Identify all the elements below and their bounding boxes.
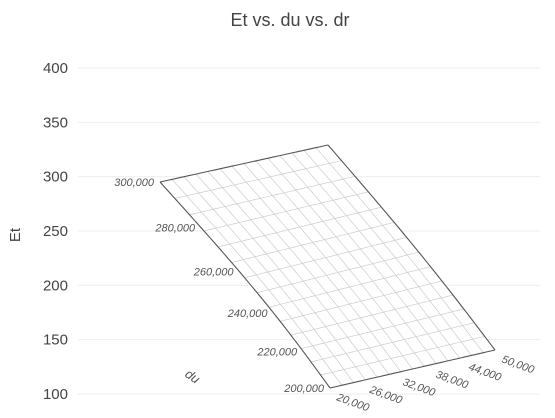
surface-edge-left xyxy=(159,181,331,389)
surface-mesh-du xyxy=(231,222,395,263)
dr-tick-label: 38,000 xyxy=(434,369,471,392)
dr-tick-label: 32,000 xyxy=(401,376,438,399)
surface-mesh-dr xyxy=(291,152,460,359)
surface-edge-front xyxy=(329,349,496,389)
dr-tick-label: 44,000 xyxy=(467,361,504,384)
du-tick-label: 200,000 xyxy=(283,383,325,395)
y-tick-label: 200 xyxy=(43,277,68,294)
dr-tick-label: 50,000 xyxy=(500,354,537,377)
dr-tick-label: 20,000 xyxy=(334,391,371,414)
dr-tick-label: 26,000 xyxy=(367,384,404,407)
y-tick-label: 100 xyxy=(43,386,68,403)
du-tick-label: 240,000 xyxy=(227,308,269,320)
du-tick-label: 220,000 xyxy=(256,346,298,358)
y-tick-label: 400 xyxy=(43,60,68,77)
du-tick-label: 280,000 xyxy=(154,223,196,235)
surface-mesh-dr xyxy=(303,150,472,356)
du-tick-label: 260,000 xyxy=(193,267,235,279)
surface-mesh-du xyxy=(203,191,369,232)
surface-mesh-dr xyxy=(255,160,425,367)
surface-edge-back xyxy=(159,144,329,183)
y-axis-label: Et xyxy=(7,227,24,242)
surface-mesh-du xyxy=(217,206,382,248)
surface-mesh-du xyxy=(244,237,407,279)
chart-title: Et vs. du vs. dr xyxy=(230,10,349,30)
surface-plot xyxy=(159,144,496,389)
surface-fill xyxy=(160,145,495,388)
surface-mesh-du xyxy=(174,160,342,199)
y-tick-label: 150 xyxy=(43,332,68,349)
surface-mesh-dr xyxy=(243,163,413,370)
surface-mesh-dr xyxy=(267,157,437,364)
surface-mesh-dr xyxy=(315,147,484,353)
surface-mesh-du xyxy=(189,175,356,216)
y-tick-label: 350 xyxy=(43,114,68,131)
surface-edge-right xyxy=(327,144,496,351)
du-tick-labels: 300,000 280,000 260,000 240,000 220,000 200,0… xyxy=(114,177,325,395)
du-tick-label: 300,000 xyxy=(114,177,155,189)
surface-mesh-dr xyxy=(279,155,449,362)
du-axis-label: du xyxy=(182,366,202,387)
y-tick-label: 250 xyxy=(43,223,68,240)
y-tick-labels: 400 350 300 250 200 150 100 xyxy=(43,60,68,403)
y-tick-label: 300 xyxy=(43,169,68,186)
